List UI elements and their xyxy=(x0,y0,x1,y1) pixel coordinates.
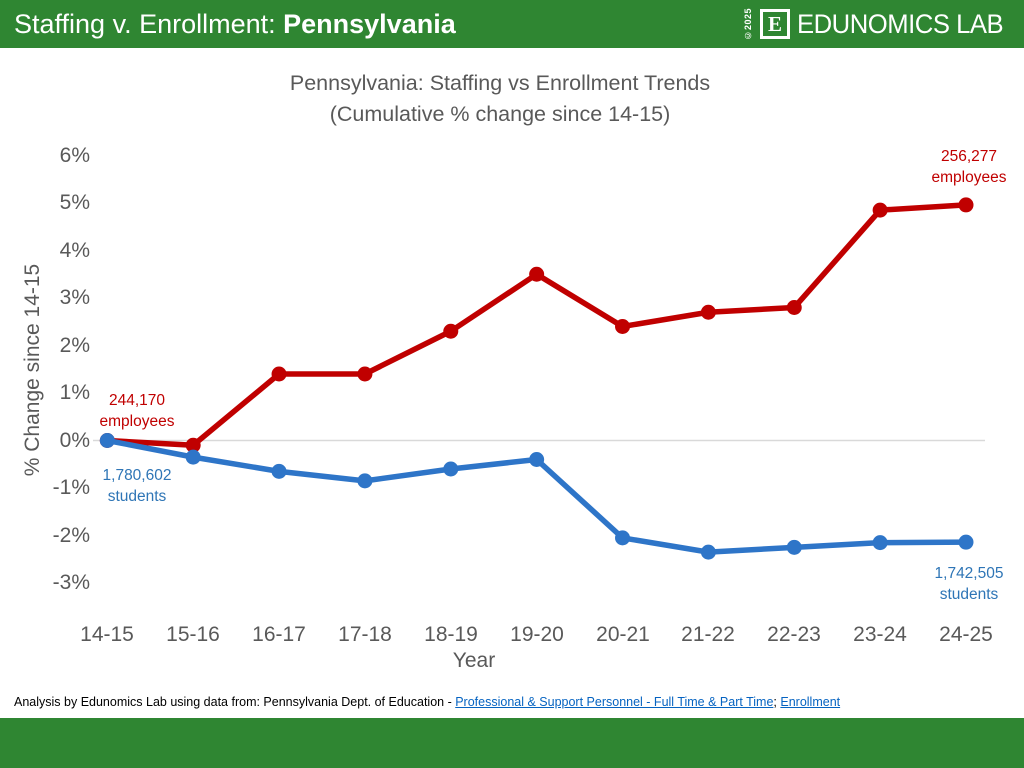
staffing-end-unit: employees xyxy=(931,169,1007,186)
y-tick: -2% xyxy=(52,523,90,547)
y-tick: 3% xyxy=(59,286,90,309)
y-tick: -3% xyxy=(52,571,90,594)
y-tick: 4% xyxy=(59,238,90,262)
x-tick: 24-25 xyxy=(939,623,993,646)
enrollment-end-label: 1,742,505 students xyxy=(935,563,1004,605)
y-tick: 2% xyxy=(59,333,90,357)
y-tick: 1% xyxy=(59,381,90,404)
staffing-start-unit: employees xyxy=(99,413,175,430)
enrollment-data-link[interactable]: Enrollment xyxy=(780,695,841,709)
enrollment-start-label: 1,780,602 students xyxy=(103,465,172,507)
x-tick: 16-17 xyxy=(252,623,306,646)
enrollment-end-value: 1,742,505 xyxy=(934,565,1004,582)
x-axis-title: Year xyxy=(452,649,496,672)
chart-title: Pennsylvania: Staffing vs Enrollment Tre… xyxy=(289,71,711,95)
source-note: Analysis by Edunomics Lab using data fro… xyxy=(14,695,1014,709)
copyright-text: ©2025 xyxy=(742,7,753,41)
source-note-text: Analysis by Edunomics Lab using data fro… xyxy=(14,695,456,709)
personnel-data-link[interactable]: Professional & Support Personnel - Full … xyxy=(455,695,774,709)
x-tick: 19-20 xyxy=(510,623,564,646)
staffing-end-label: 256,277 employees xyxy=(932,146,1007,188)
x-tick: 23-24 xyxy=(853,623,907,646)
staffing-end-value: 256,277 xyxy=(940,148,998,165)
y-tick: 0% xyxy=(59,428,90,452)
y-tick: -1% xyxy=(52,476,90,499)
x-tick: 18-19 xyxy=(424,623,478,646)
header-bar: Staffing v. Enrollment: Pennsylvania ©20… xyxy=(0,0,1024,48)
staffing-start-value: 244,170 xyxy=(108,392,166,409)
page-title-state: Pennsylvania xyxy=(283,8,456,39)
y-tick: 5% xyxy=(59,191,90,214)
x-tick: 20-21 xyxy=(596,623,650,646)
enrollment-end-unit: students xyxy=(939,586,999,603)
page-title-prefix: Staffing v. Enrollment: xyxy=(14,8,284,39)
y-axis-title: % Change since 14-15 xyxy=(21,263,44,477)
source-note-separator: ; xyxy=(773,695,781,709)
x-tick: 15-16 xyxy=(166,623,220,646)
edunomics-logo: ©2025 E EDUNOMICS LAB xyxy=(742,7,1014,41)
x-tick: 14-15 xyxy=(80,623,134,646)
edunomics-monogram-icon: E xyxy=(759,9,790,39)
staffing-start-label: 244,170 employees xyxy=(100,390,175,432)
x-tick: 17-18 xyxy=(338,623,392,646)
footer-bar xyxy=(0,718,1024,768)
x-tick: 21-22 xyxy=(681,623,735,646)
chart-subtitle: (Cumulative % change since 14-15) xyxy=(329,102,671,126)
enrollment-start-unit: students xyxy=(107,488,167,505)
x-tick: 22-23 xyxy=(767,623,821,646)
enrollment-start-value: 1,780,602 xyxy=(102,467,172,484)
page-title: Staffing v. Enrollment: Pennsylvania xyxy=(14,9,456,40)
edunomics-wordmark: EDUNOMICS LAB xyxy=(796,8,1004,39)
y-tick: 6% xyxy=(59,143,90,167)
